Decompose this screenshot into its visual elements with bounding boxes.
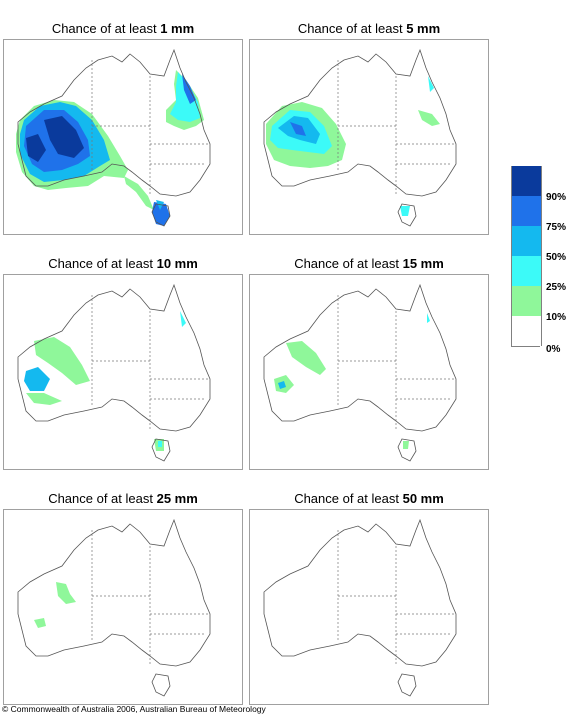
rain-probability-shading (266, 76, 440, 216)
legend-swatch-75 (511, 196, 542, 226)
panel-title: Chance of at least 50 mm (249, 489, 489, 509)
legend-swatch-50 (511, 226, 542, 256)
state-borders (337, 530, 456, 664)
legend-label-90: 90% (546, 192, 567, 203)
panel-title-amount: 10 mm (156, 256, 198, 271)
australia-coastline (17, 48, 211, 227)
state-borders (91, 530, 210, 664)
australia-coastline (263, 48, 457, 227)
map-frame (3, 274, 243, 470)
map-frame (3, 509, 243, 705)
legend-label-10: 10% (546, 312, 567, 323)
panel-title: Chance of at least 25 mm (3, 489, 243, 509)
panel-title: Chance of at least 5 mm (249, 19, 489, 39)
panel-title: Chance of at least 1 mm (3, 19, 243, 39)
panel-title-amount: 15 mm (402, 256, 444, 271)
panel-title-amount: 1 mm (160, 21, 195, 36)
state-borders (91, 295, 210, 429)
copyright-notice: © Commonwealth of Australia 2006, Austra… (2, 704, 266, 714)
australia-coastline (263, 518, 457, 697)
legend-swatch-0 (511, 316, 542, 346)
state-borders (337, 60, 456, 194)
panel-title: Chance of at least 10 mm (3, 254, 243, 274)
panel-title-amount: 5 mm (406, 21, 441, 36)
legend-swatch-10 (511, 286, 542, 316)
legend-label-25: 25% (546, 282, 567, 293)
australia-coastline (17, 283, 211, 462)
legend-label-0: 0% (546, 344, 561, 355)
australia-coastline (263, 283, 457, 462)
australia-coastline (17, 518, 211, 697)
map-frame (249, 274, 489, 470)
rain-probability-shading (274, 313, 430, 449)
panel-title-amount: 25 mm (156, 491, 198, 506)
panel-title-prefix: Chance of at least (48, 256, 157, 271)
panel-title-prefix: Chance of at least (294, 491, 403, 506)
legend-label-50: 50% (546, 252, 567, 263)
panel-title-prefix: Chance of at least (294, 256, 403, 271)
panel-title-prefix: Chance of at least (48, 491, 157, 506)
state-borders (91, 60, 210, 194)
map-frame (249, 509, 489, 705)
panel-title-prefix: Chance of at least (297, 21, 407, 36)
state-borders (337, 295, 456, 429)
panel-title-prefix: Chance of at least (51, 21, 161, 36)
rain-probability-shading (16, 70, 204, 226)
map-frame (3, 39, 243, 235)
legend-swatch-90 (511, 166, 542, 196)
map-frame (249, 39, 489, 235)
legend-swatch-25 (511, 256, 542, 286)
rain-probability-shading (34, 582, 76, 628)
legend-label-75: 75% (546, 222, 567, 233)
rain-probability-shading (24, 311, 186, 451)
panel-title: Chance of at least 15 mm (249, 254, 489, 274)
panel-title-amount: 50 mm (402, 491, 444, 506)
